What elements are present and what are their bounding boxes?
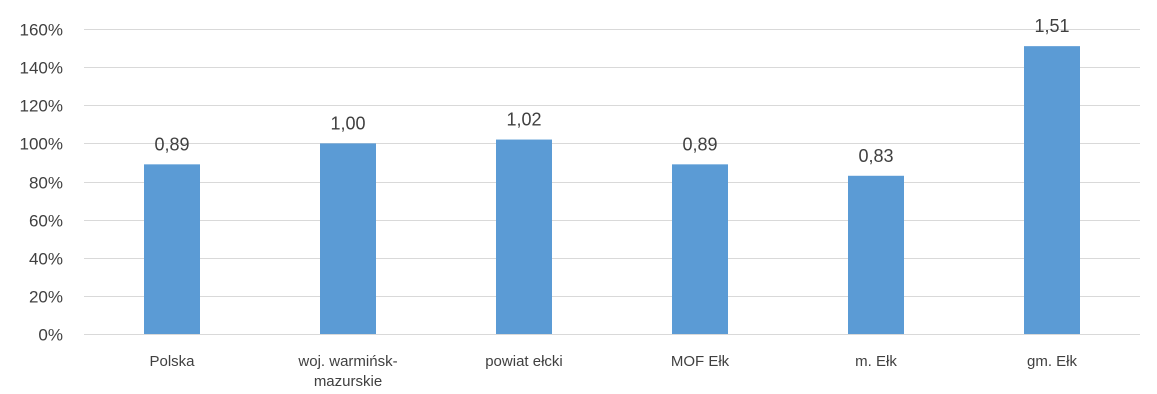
x-category-label: Polska bbox=[149, 353, 195, 370]
data-label: 1,51 bbox=[1034, 16, 1069, 36]
data-label: 1,02 bbox=[506, 110, 541, 130]
y-axis-tick-labels: 0% 20% 40% 60% 80% 100% 120% 140% 160% bbox=[20, 21, 63, 345]
bar bbox=[1024, 46, 1080, 334]
y-tick-label: 100% bbox=[20, 135, 63, 154]
gridlines bbox=[84, 29, 1140, 335]
y-tick-label: 120% bbox=[20, 97, 63, 116]
data-labels: 0,89 1,00 1,02 0,89 0,83 1,51 bbox=[154, 16, 1069, 166]
y-tick-label: 80% bbox=[29, 174, 63, 193]
y-tick-label: 160% bbox=[20, 21, 63, 40]
x-category-label: gm. Ełk bbox=[1027, 353, 1078, 370]
data-label: 0,89 bbox=[682, 134, 717, 154]
y-tick-label: 140% bbox=[20, 59, 63, 78]
x-category-label: powiat ełcki bbox=[485, 353, 563, 370]
x-category-label: woj. warmińsk-mazurskie bbox=[297, 353, 397, 390]
bar bbox=[496, 139, 552, 334]
data-label: 0,89 bbox=[154, 134, 189, 154]
bar bbox=[320, 143, 376, 334]
bar bbox=[144, 164, 200, 334]
bars bbox=[144, 46, 1080, 334]
x-axis-category-labels: Polska woj. warmińsk-mazurskie powiat ełck… bbox=[149, 353, 1077, 390]
y-tick-label: 60% bbox=[29, 212, 63, 231]
x-category-label: MOF Ełk bbox=[671, 353, 730, 370]
y-tick-label: 20% bbox=[29, 288, 63, 307]
bar bbox=[848, 175, 904, 334]
x-category-label: m. Ełk bbox=[855, 353, 897, 370]
y-tick-label: 0% bbox=[38, 326, 63, 345]
data-label: 0,83 bbox=[858, 146, 893, 166]
y-tick-label: 40% bbox=[29, 250, 63, 269]
data-label: 1,00 bbox=[330, 113, 365, 133]
bar bbox=[672, 164, 728, 334]
